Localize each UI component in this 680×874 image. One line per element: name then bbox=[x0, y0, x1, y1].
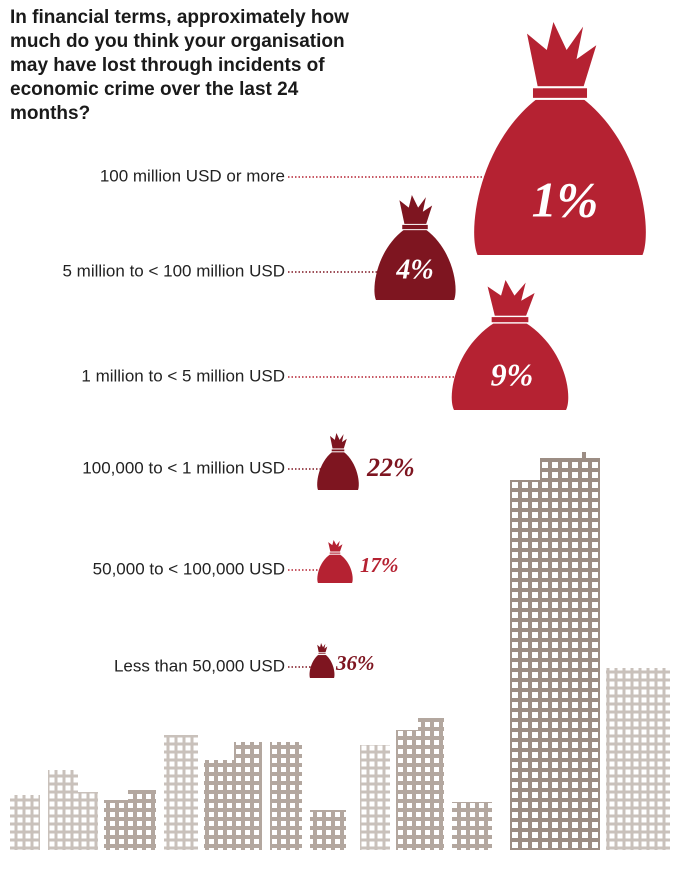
bag-top bbox=[328, 540, 343, 555]
bag-top bbox=[527, 22, 597, 99]
bag-body bbox=[451, 322, 569, 410]
money-bag bbox=[374, 195, 456, 300]
category-label: 50,000 to < 100,000 USD bbox=[93, 559, 285, 578]
money-bag bbox=[317, 433, 359, 490]
category-label: Less than 50,000 USD bbox=[114, 656, 285, 675]
category-label: 5 million to < 100 million USD bbox=[62, 261, 285, 280]
chart-title: In financial terms, approximately how mu… bbox=[10, 7, 349, 124]
value-label: 17% bbox=[360, 553, 399, 577]
bag-tie bbox=[401, 223, 429, 231]
value-label: 1% bbox=[532, 171, 599, 227]
city-skyline bbox=[10, 452, 670, 850]
value-label: 9% bbox=[491, 356, 534, 392]
bag-tie bbox=[490, 315, 530, 324]
bag-body bbox=[317, 554, 353, 583]
bag-tie bbox=[330, 448, 346, 453]
money-bag bbox=[474, 22, 646, 255]
category-label: 100 million USD or more bbox=[100, 166, 285, 185]
bag-body bbox=[474, 98, 646, 255]
money-bag bbox=[317, 540, 353, 583]
bag-top bbox=[399, 195, 433, 230]
bag-top bbox=[330, 433, 347, 452]
category-label: 1 million to < 5 million USD bbox=[81, 366, 285, 385]
bag-tie bbox=[328, 551, 342, 555]
value-label: 4% bbox=[395, 254, 433, 285]
bag-top bbox=[487, 280, 535, 323]
money-bag bbox=[451, 280, 569, 410]
bag-body bbox=[374, 229, 456, 300]
bag-body bbox=[317, 451, 359, 490]
bag-top bbox=[317, 643, 328, 655]
bag-body bbox=[309, 654, 335, 678]
bag-tie bbox=[317, 652, 327, 656]
value-label: 22% bbox=[366, 453, 415, 482]
bag-tie bbox=[530, 86, 590, 100]
money-bag bbox=[309, 643, 335, 678]
value-label: 36% bbox=[335, 651, 375, 675]
category-label: 100,000 to < 1 million USD bbox=[82, 458, 285, 477]
